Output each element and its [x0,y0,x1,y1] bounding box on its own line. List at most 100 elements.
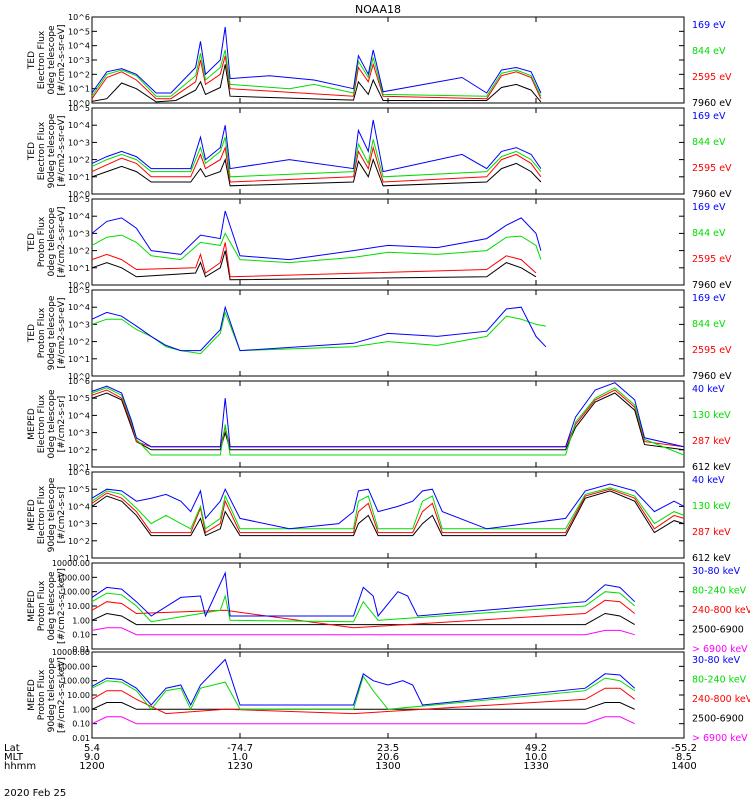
series-line-3 [91,26,542,94]
series-line-2 [91,49,542,97]
series-line-0 [91,627,635,636]
y-tick-label: 10^5 [68,485,90,494]
series-line-2 [91,687,636,715]
legend-entry: 130 keV [692,410,731,421]
y-tick-label: 10^3 [68,320,90,329]
y-tick-label: 10000.00 [52,648,90,657]
y-tick-label: 10^3 [68,229,90,238]
y-tick-label: 10^1 [68,554,90,563]
y-axis-label: [#/cm2-s-sr-keV] [57,568,67,644]
y-tick-label: 10^2 [68,537,90,546]
y-axis-label: 90deg telescope [47,657,57,732]
y-tick-label: 1000.00 [57,662,90,671]
series-line-3 [91,305,547,352]
x-tick-label-mlt: 10.0 [525,752,547,763]
plot-frame [91,16,685,104]
plot-frame [91,562,685,650]
series-line-2 [91,599,636,629]
series-line-0 [91,716,635,725]
series-line-1 [91,55,542,100]
x-tick-label-lat: -74.7 [227,743,253,754]
y-axis-label: TED [27,233,37,252]
legend-entry: 287 keV [692,436,731,447]
y-axis-label: MEPED [27,679,37,711]
y-axis-label: [#/cm2-s-sr] [57,487,67,544]
series-line-3 [91,675,635,711]
y-tick-label: 10^1 [68,463,90,472]
y-axis-label: [#/cm2-s-sr-keV] [57,657,67,733]
legend-entry: 287 keV [692,527,731,538]
legend-entry: 169 eV [692,20,726,31]
y-axis-label: Proton Flux [37,669,47,720]
y-axis-label: 90deg telescope [47,113,57,188]
y-tick-label: 10^6 [68,468,90,477]
y-axis-label: [#/cm2-s-sr-eV] [57,298,67,369]
x-tick-label-hhmm: 1300 [375,761,400,772]
y-tick-label: 100.00 [62,588,90,597]
legend-entry: 30-80 keV [692,655,741,666]
panel-4: 10^0 10^1 10^2 10^3 10^4 10^5 TED Proton Flux 90… [27,286,732,382]
panels: 10^0 10^1 10^2 10^3 10^4 10^5 10^6 TED Electron … [27,13,750,744]
y-tick-label: 10^1 [68,173,90,182]
series-line-0 [91,250,537,281]
y-tick-label: 10^3 [68,138,90,147]
x-tick-label-mlt: 9.0 [84,752,100,763]
x-tick-label-mlt: 20.6 [377,752,399,763]
y-tick-label: 10^4 [68,303,90,312]
series-line-2 [91,487,685,530]
plot-frame [91,471,685,559]
y-tick-label: 10^2 [68,156,90,165]
y-tick-label: 100.00 [62,677,90,686]
x-tick-label-mlt: 8.5 [676,752,692,763]
figure-title: NOAA18 [355,3,401,16]
legend-entry: 40 keV [692,384,725,395]
y-tick-label: 10^0 [68,99,90,108]
legend-entry: 7960 eV [692,189,732,200]
series-line-4 [91,571,636,618]
legend-entry: 844 eV [692,137,726,148]
y-tick-label: 10^4 [68,502,90,511]
panel-7: 0.01 0.10 1.00 10.00 100.00 1000.00 10000.00 ME… [27,559,750,655]
legend-entry: 612 keV [692,553,731,564]
series-line-0 [91,490,685,537]
y-tick-label: 10^0 [68,372,90,381]
y-axis-label: Electron Flux [37,121,47,180]
x-tick-label-mlt: 1.0 [232,752,248,763]
x-tick-label-lat: -55.2 [671,743,697,754]
panel-1: 10^0 10^1 10^2 10^3 10^4 10^5 10^6 TED Electron … [27,13,732,109]
y-tick-label: 10^3 [68,56,90,65]
y-tick-label: 10^3 [68,520,90,529]
plot-frame [91,107,685,195]
y-tick-label: 1.00 [72,705,90,714]
y-tick-label: 10^4 [68,42,90,51]
series-line-3 [91,210,542,261]
series-line-1 [91,242,537,278]
y-tick-label: 10^0 [68,190,90,199]
y-axis-label: 90deg telescope [47,477,57,552]
legend-entry: 2500-6900 [692,714,744,725]
legend-entry: 844 eV [692,228,726,239]
y-tick-label: 10^1 [68,85,90,94]
panel-6: 10^1 10^2 10^3 10^4 10^5 10^6 MEPED Electron Fl… [27,468,731,564]
x-tick-label-lat: 23.5 [377,743,399,754]
legend-entry: 7960 eV [692,280,732,291]
y-axis-label: MEPED [27,408,37,440]
y-axis-label: 0deg telescope [47,571,57,641]
legend-entry: 7960 eV [692,371,732,382]
y-tick-label: 10^3 [68,429,90,438]
y-tick-label: 10^0 [68,281,90,290]
y-tick-label: 10^2 [68,338,90,347]
y-tick-label: 10^5 [68,394,90,403]
y-axis-label: [#/cm2-s-sr-eV] [57,116,67,187]
y-axis-label: TED [27,324,37,343]
legend-entry: 2595 eV [692,254,732,265]
y-axis-label: Electron Flux [37,30,47,89]
series-line-2 [91,387,685,456]
date-label: 2020 Feb 25 [4,788,66,799]
legend-entry: 169 eV [692,293,726,304]
x-axis-row-label: MLT [4,752,24,763]
y-tick-label: 0.10 [72,631,90,640]
y-tick-label: 0.10 [72,720,90,729]
y-tick-label: 1000.00 [57,573,90,582]
plot-frame [91,380,685,468]
